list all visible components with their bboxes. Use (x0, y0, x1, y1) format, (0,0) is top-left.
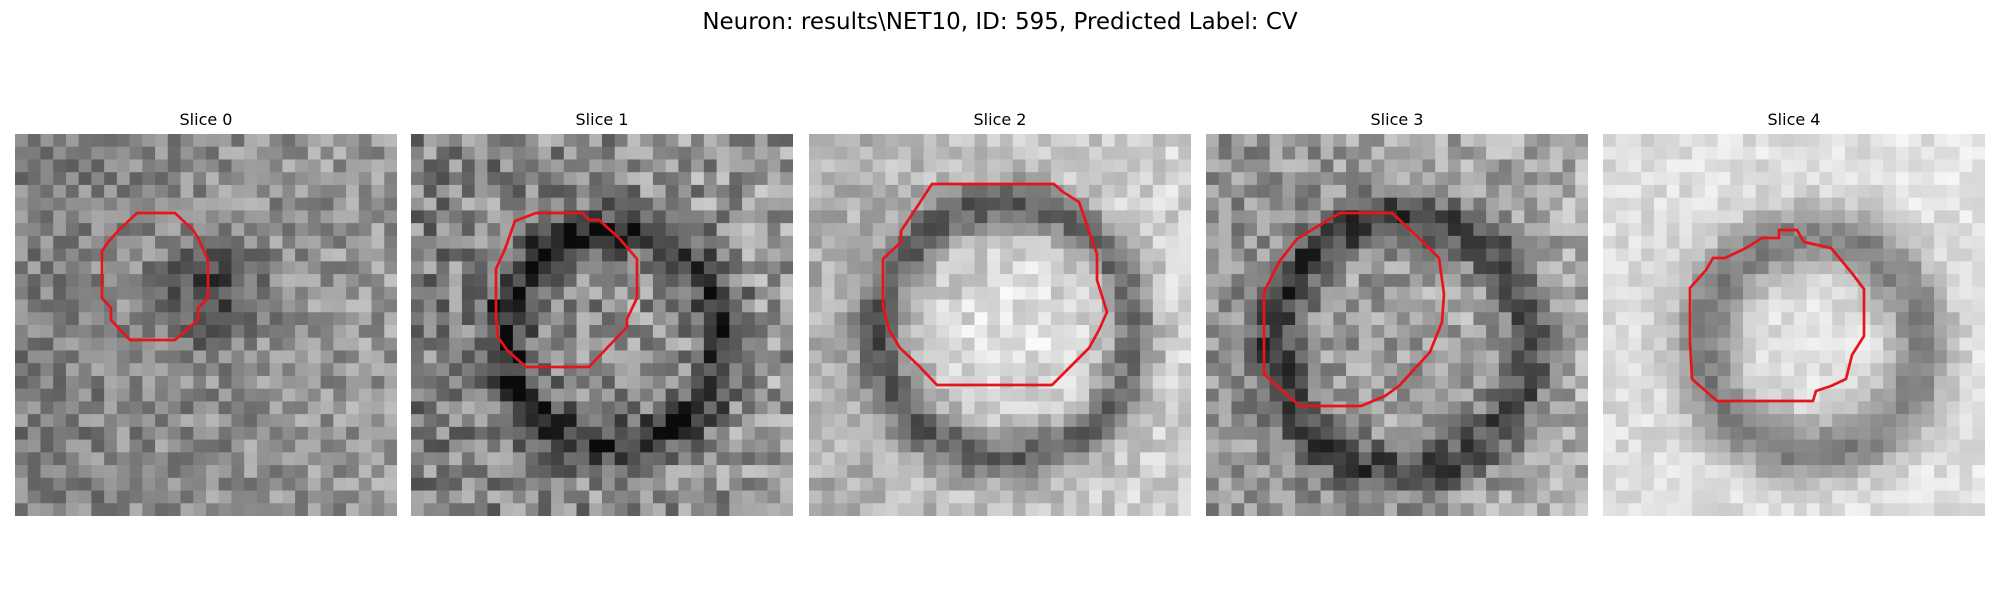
contour-outline (881, 182, 1109, 387)
slice-panel-0: Slice 0 (15, 106, 397, 516)
grayscale-pixels (809, 134, 1191, 516)
slice-image (1206, 134, 1588, 516)
slice-image (1603, 134, 1985, 516)
grayscale-pixels (411, 134, 793, 516)
slice-title: Slice 4 (1767, 110, 1821, 129)
contour-outline (1262, 211, 1446, 408)
grayscale-pixels (1603, 134, 1985, 516)
slice-panel-4: Slice 4 (1603, 106, 1985, 516)
slice-title: Slice 1 (575, 110, 629, 129)
slice-title: Slice 0 (179, 110, 233, 129)
grayscale-pixels (15, 134, 397, 516)
slice-image (411, 134, 793, 516)
contour-outline (1688, 228, 1866, 403)
contour-outline (100, 211, 210, 342)
slice-title: Slice 3 (1370, 110, 1424, 129)
contour-outline (494, 211, 639, 369)
slice-panel-3: Slice 3 (1206, 106, 1588, 516)
slice-image (15, 134, 397, 516)
figure-title: Neuron: results\NET10, ID: 595, Predicte… (702, 9, 1298, 35)
slice-panel-2: Slice 2 (809, 106, 1191, 516)
slice-panel-1: Slice 1 (411, 106, 793, 516)
slice-title: Slice 2 (973, 110, 1027, 129)
slice-image (809, 134, 1191, 516)
